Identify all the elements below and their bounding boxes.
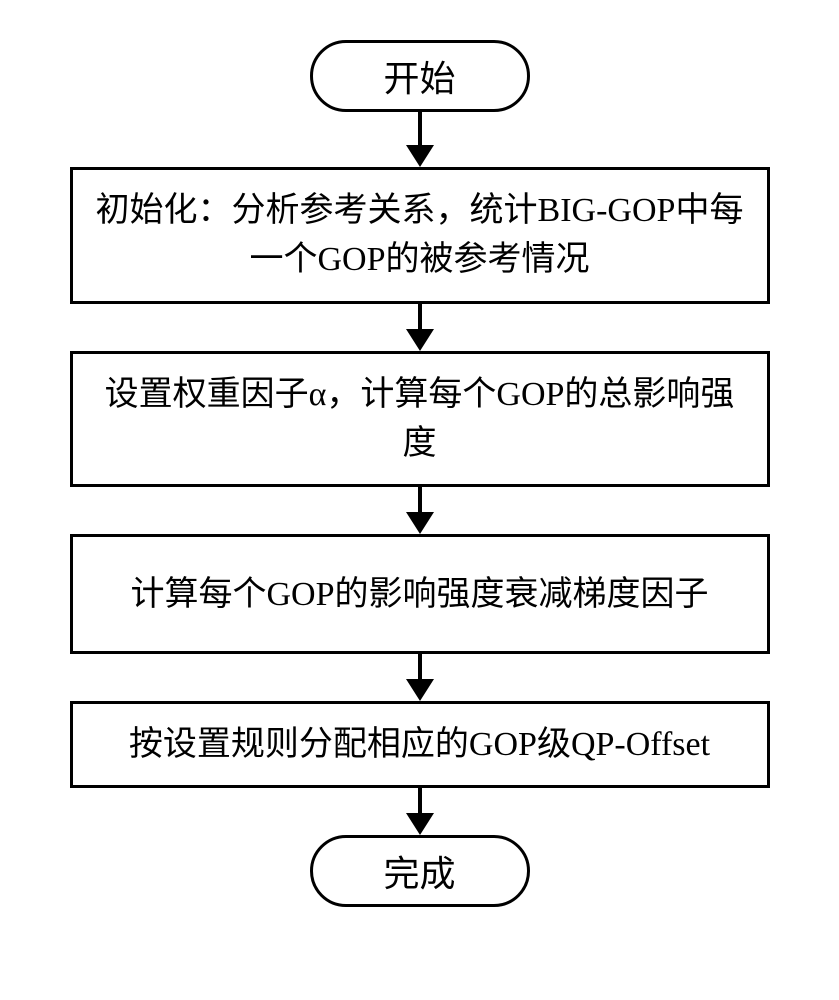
step-4-text: 按设置规则分配相应的GOP级QP-Offset [129,720,710,769]
arrow-1 [406,112,434,167]
process-step-2: 设置权重因子α，计算每个GOP的总影响强度 [70,351,770,488]
arrow-head [406,679,434,701]
process-step-4: 按设置规则分配相应的GOP级QP-Offset [70,701,770,788]
arrow-shaft [418,788,422,814]
arrow-head [406,512,434,534]
arrow-head [406,145,434,167]
arrow-3 [406,487,434,534]
process-step-3: 计算每个GOP的影响强度衰减梯度因子 [70,534,770,654]
arrow-head [406,813,434,835]
start-terminator: 开始 [310,40,530,112]
step-1-text: 初始化：分析参考关系，统计BIG-GOP中每一个GOP的被参考情况 [93,186,747,285]
arrow-4 [406,654,434,701]
arrow-2 [406,304,434,351]
step-2-text: 设置权重因子α，计算每个GOP的总影响强度 [93,370,747,469]
arrow-shaft [418,304,422,330]
arrow-shaft [418,654,422,680]
process-step-1: 初始化：分析参考关系，统计BIG-GOP中每一个GOP的被参考情况 [70,167,770,304]
start-label: 开始 [383,50,455,102]
arrow-shaft [418,487,422,513]
arrow-5 [406,788,434,835]
arrow-shaft [418,112,422,146]
end-label: 完成 [383,845,455,897]
arrow-head [406,329,434,351]
flowchart-container: 开始 初始化：分析参考关系，统计BIG-GOP中每一个GOP的被参考情况 设置权… [70,40,770,907]
step-3-text: 计算每个GOP的影响强度衰减梯度因子 [130,570,708,619]
end-terminator: 完成 [310,835,530,907]
